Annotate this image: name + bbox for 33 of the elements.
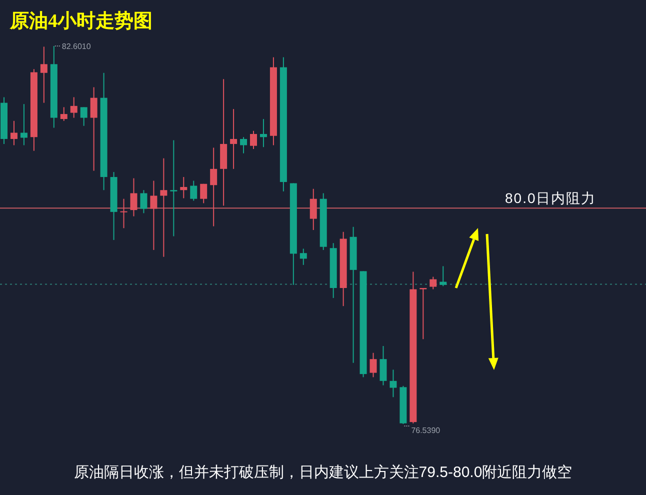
- candlestick: [440, 266, 447, 287]
- candlestick: [310, 188, 317, 231]
- candlestick: [150, 180, 158, 250]
- candlestick: [180, 176, 188, 199]
- candlestick: [160, 158, 168, 258]
- candlestick: [300, 248, 307, 266]
- text: 原油隔日收涨，但并未打破压制，日内建议上方关注79.5-80.0附近阻力做空: [74, 464, 572, 481]
- candlestick: [90, 86, 98, 172]
- ref-line-label: 80.0日内阻力: [505, 190, 596, 206]
- candlestick: [200, 183, 208, 204]
- candlestick: [430, 276, 437, 290]
- candlestick: [120, 198, 128, 229]
- annotation: 82.6010: [62, 42, 92, 51]
- candlestick: [20, 104, 28, 146]
- candlestick: [140, 190, 148, 214]
- candlestick: [210, 147, 218, 227]
- candlestick: [390, 369, 397, 398]
- candlestick: [380, 345, 387, 386]
- candlestick: [130, 178, 138, 217]
- candlestick: [80, 106, 88, 126]
- candlestick: [370, 352, 377, 378]
- chart-title: 原油4小时走势图: [9, 10, 152, 32]
- candlestick: [260, 118, 267, 148]
- candlestick: [240, 136, 248, 154]
- candlestick: [60, 106, 68, 122]
- candlestick: [70, 96, 78, 118]
- candlestick: [40, 46, 48, 104]
- candlestick: [170, 140, 178, 237]
- text: 76.5390: [411, 426, 441, 435]
- candlestick: [190, 180, 198, 202]
- candlestick: [230, 108, 238, 170]
- candlestick: [250, 130, 257, 150]
- candlestick: [10, 120, 18, 146]
